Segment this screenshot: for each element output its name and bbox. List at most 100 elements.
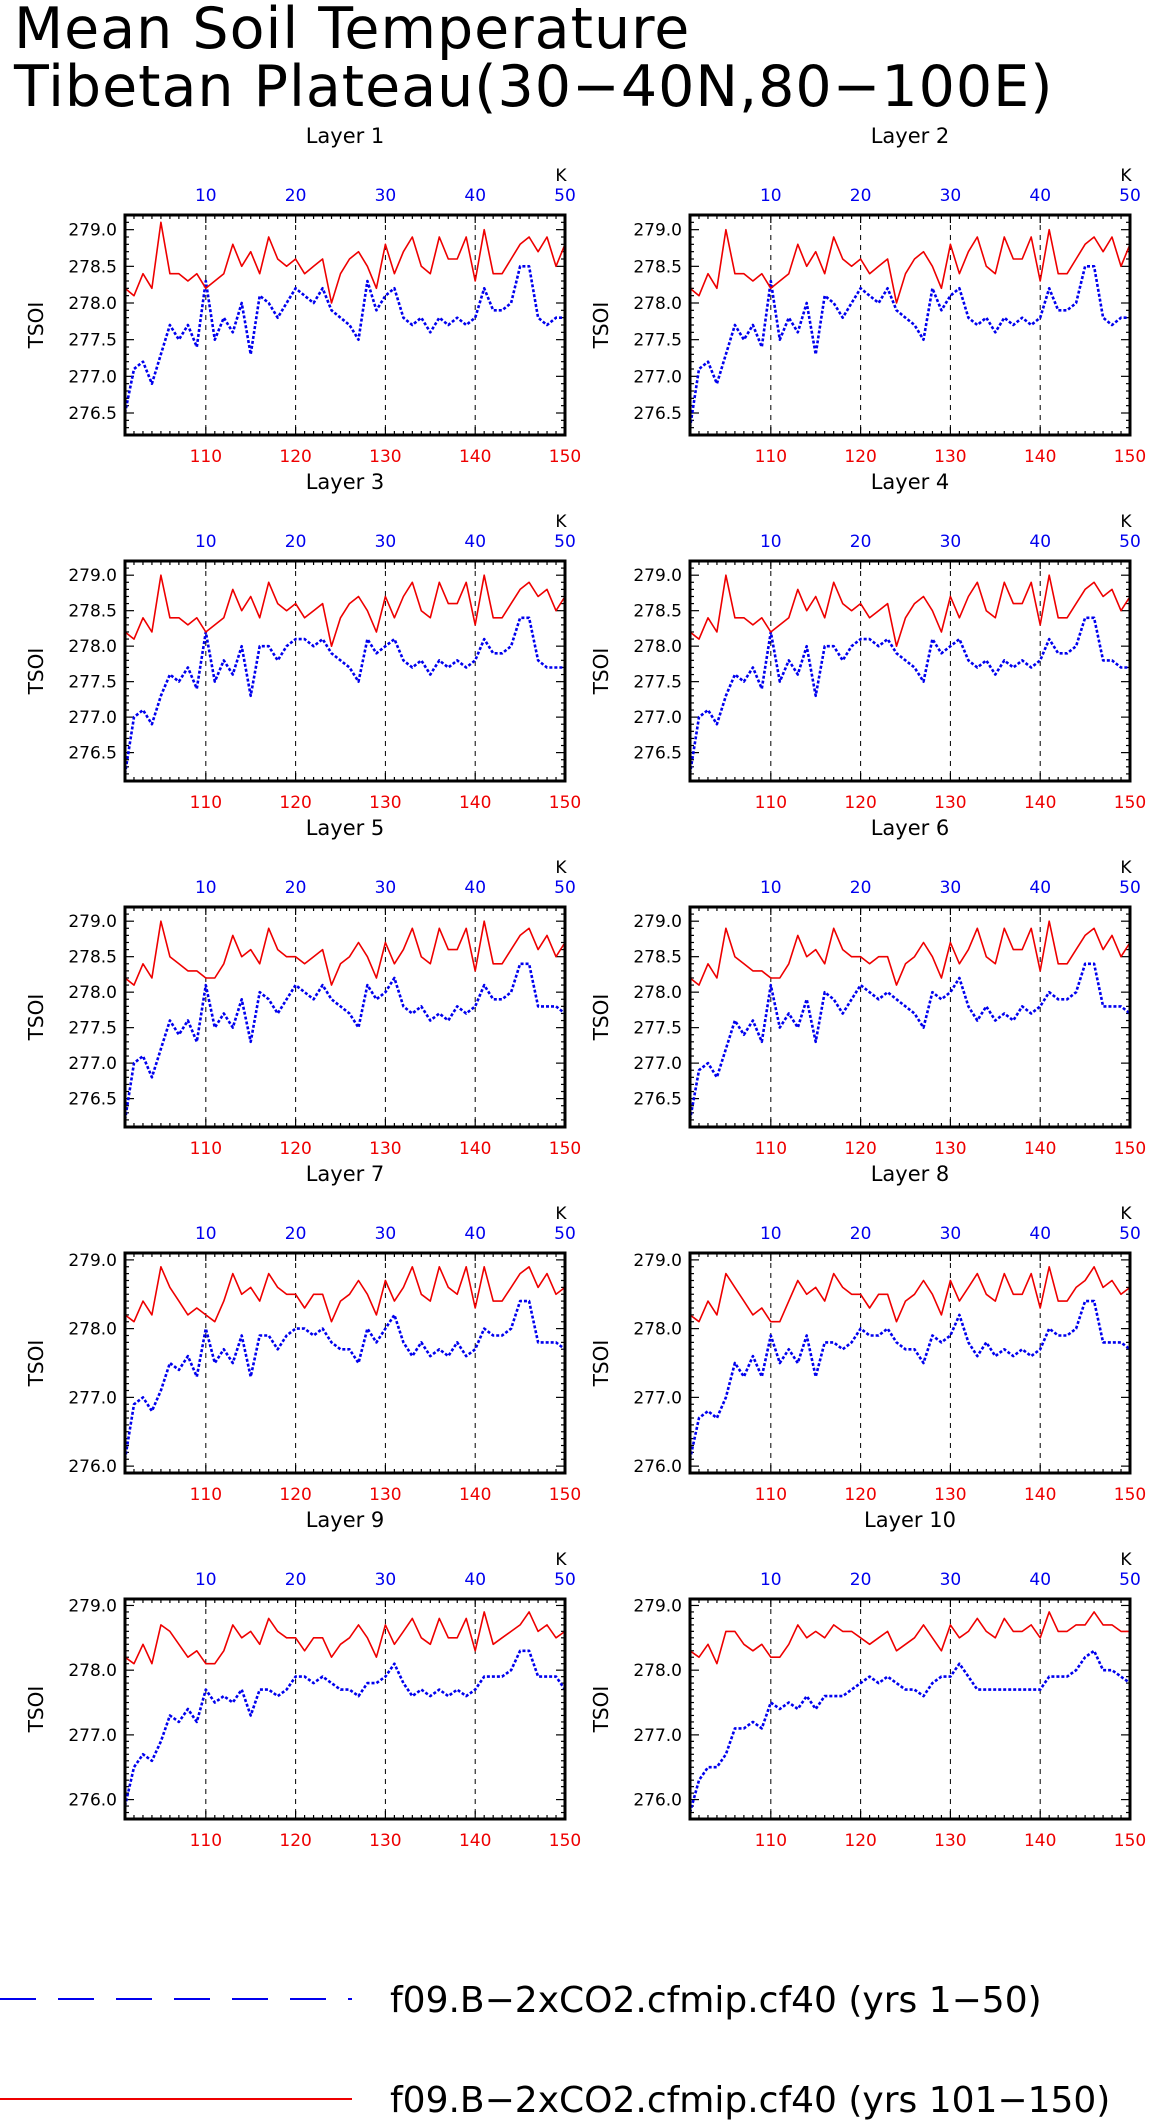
legend-label-blue: f09.B−2xCO2.cfmip.cf40 (yrs 1−50) [390, 1980, 1042, 2021]
y-tick-label: 277.0 [68, 708, 117, 728]
series-line-blue [688, 264, 1130, 428]
y-tick-label: 278.0 [68, 1661, 117, 1681]
panel-title: Layer 2 [871, 124, 950, 148]
y-tick-label: 277.0 [633, 708, 682, 728]
x-top-axis-label: K [1120, 858, 1132, 878]
y-tick-label: 278.0 [633, 983, 682, 1003]
y-axis-label: TSOI [24, 1340, 48, 1388]
x-bottom-tick-label: 140 [459, 1831, 491, 1851]
x-bottom-tick-label: 140 [459, 1485, 491, 1505]
y-tick-label: 278.5 [633, 948, 682, 968]
series-line-blue [688, 962, 1131, 1121]
panel-title: Layer 1 [306, 124, 385, 148]
x-bottom-tick-label: 110 [755, 1485, 787, 1505]
x-top-tick-label: 10 [760, 186, 782, 206]
panel-2: Layer 2 TSOI 276.5 277.0 277.5 278.0 278.5 279.… [589, 124, 1146, 467]
x-top-tick-label: 30 [940, 878, 962, 898]
x-top-tick-label: 50 [1119, 1224, 1141, 1244]
x-top-tick-label: 50 [1119, 1570, 1141, 1590]
y-tick-label: 277.0 [68, 1054, 117, 1074]
x-bottom-tick-label: 150 [549, 793, 581, 813]
x-bottom-tick-label: 120 [279, 1139, 311, 1159]
x-top-tick-label: 50 [1119, 186, 1141, 206]
x-bottom-tick-label: 120 [279, 1831, 311, 1851]
x-top-tick-label: 10 [760, 1570, 782, 1590]
y-tick-label: 276.0 [68, 1791, 117, 1811]
y-tick-label: 279.0 [68, 912, 117, 932]
y-tick-label: 278.0 [68, 1320, 117, 1340]
x-bottom-tick-label: 110 [755, 1831, 787, 1851]
y-tick-label: 276.5 [633, 1090, 682, 1110]
x-top-axis-label: K [555, 166, 567, 186]
y-tick-label: 278.5 [68, 602, 117, 622]
x-bottom-tick-label: 140 [459, 447, 491, 467]
y-tick-label: 277.5 [68, 673, 117, 693]
y-tick-label: 279.0 [633, 566, 682, 586]
x-top-tick-label: 20 [850, 1570, 872, 1590]
x-top-tick-label: 30 [940, 1570, 962, 1590]
panel-title: Layer 9 [306, 1508, 385, 1532]
x-bottom-tick-label: 120 [844, 447, 876, 467]
y-tick-label: 276.0 [633, 1457, 682, 1477]
y-tick-label: 277.0 [633, 1388, 682, 1408]
x-bottom-tick-label: 150 [1114, 1831, 1146, 1851]
y-tick-label: 276.0 [68, 1457, 117, 1477]
x-top-tick-label: 30 [375, 1224, 397, 1244]
y-tick-label: 279.0 [68, 1596, 117, 1616]
x-top-axis-label: K [555, 512, 567, 532]
panel-4: Layer 4 TSOI 276.5 277.0 277.5 278.0 278.5 279.… [589, 470, 1146, 813]
legend-label-red: f09.B−2xCO2.cfmip.cf40 (yrs 101−150) [390, 2080, 1110, 2120]
series-line-blue [688, 1299, 1131, 1460]
y-tick-label: 278.0 [633, 637, 682, 657]
plot-frame [688, 1597, 1132, 1821]
y-tick-label: 277.0 [68, 367, 117, 387]
plot-frame [688, 1251, 1132, 1475]
x-top-tick-label: 20 [285, 1224, 307, 1244]
y-axis-label: TSOI [24, 648, 48, 696]
series-line-red [124, 1611, 566, 1665]
x-top-tick-label: 40 [1029, 878, 1051, 898]
x-bottom-tick-label: 140 [1024, 1139, 1056, 1159]
series-line-blue [123, 1649, 567, 1807]
x-top-tick-label: 20 [285, 186, 307, 206]
y-tick-label: 276.5 [633, 744, 682, 764]
x-top-tick-label: 50 [554, 878, 576, 898]
x-bottom-tick-label: 140 [459, 793, 491, 813]
plot-frame [123, 1597, 567, 1821]
x-bottom-tick-label: 120 [279, 793, 311, 813]
y-tick-label: 277.0 [633, 1726, 682, 1746]
legend: f09.B−2xCO2.cfmip.cf40 (yrs 1−50) f09.B−… [0, 1980, 1110, 2120]
panel-3: Layer 3 TSOI 276.5 277.0 277.5 278.0 278.5 279.… [24, 470, 581, 813]
y-tick-label: 277.0 [68, 1388, 117, 1408]
x-bottom-tick-label: 120 [844, 1485, 876, 1505]
panel-title: Layer 3 [306, 470, 385, 494]
x-top-tick-label: 50 [554, 532, 576, 552]
y-tick-label: 276.0 [633, 1791, 682, 1811]
x-top-tick-label: 50 [554, 186, 576, 206]
y-tick-label: 279.0 [633, 221, 682, 241]
x-top-tick-label: 50 [1119, 878, 1141, 898]
y-tick-label: 278.0 [68, 983, 117, 1003]
x-bottom-tick-label: 110 [755, 1139, 787, 1159]
x-top-tick-label: 40 [464, 532, 486, 552]
x-top-axis-label: K [555, 1204, 567, 1224]
x-top-tick-label: 30 [940, 186, 962, 206]
plot-frame [688, 213, 1132, 437]
series-line-red [689, 574, 1131, 648]
panel-5: Layer 5 TSOI 276.5 277.0 277.5 278.0 278.5 279.… [24, 816, 581, 1159]
y-tick-label: 277.5 [633, 1019, 682, 1039]
series-line-red [689, 1611, 1130, 1665]
series-line-red [124, 920, 566, 986]
x-top-tick-label: 40 [1029, 1224, 1051, 1244]
x-top-tick-label: 30 [940, 1224, 962, 1244]
x-top-tick-label: 40 [1029, 1570, 1051, 1590]
y-tick-label: 278.0 [633, 1320, 682, 1340]
y-axis-label: TSOI [589, 1340, 613, 1388]
series-line-blue [123, 264, 565, 414]
x-top-tick-label: 40 [464, 1224, 486, 1244]
panel-grid: Layer 1 TSOI 276.5 277.0 277.5 278.0 278.5 279.… [24, 124, 1146, 1851]
x-bottom-tick-label: 130 [369, 1831, 401, 1851]
x-bottom-tick-label: 130 [934, 793, 966, 813]
x-bottom-tick-label: 130 [369, 1139, 401, 1159]
